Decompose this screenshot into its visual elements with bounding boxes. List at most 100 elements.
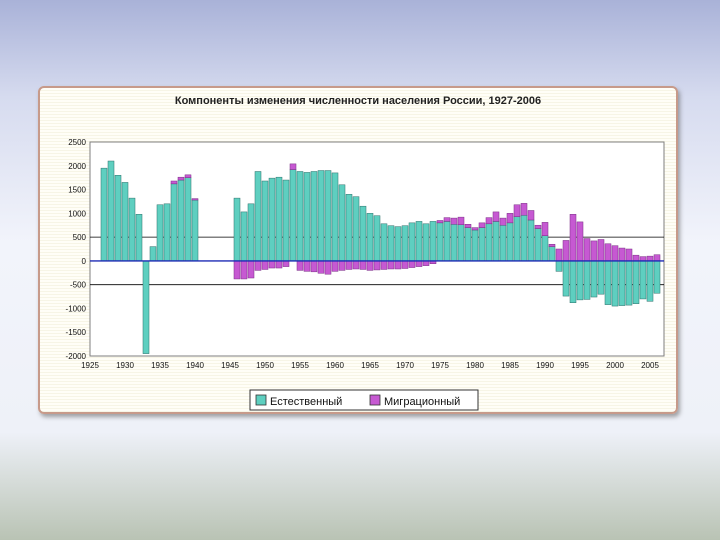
natural-bar xyxy=(590,260,598,298)
migration-bar xyxy=(471,227,479,231)
natural-bar xyxy=(296,171,304,262)
natural-bar xyxy=(534,228,542,262)
natural-bar xyxy=(506,222,514,262)
natural-bar xyxy=(261,180,269,262)
natural-bar xyxy=(121,182,129,262)
migration-bar xyxy=(464,224,472,228)
x-tick-label: 1955 xyxy=(291,361,309,370)
x-tick-label: 1990 xyxy=(536,361,554,370)
natural-bar xyxy=(401,225,409,262)
x-tick-label: 1960 xyxy=(326,361,344,370)
y-tick-label: 2500 xyxy=(68,138,86,147)
natural-bar xyxy=(618,260,626,306)
x-tick-label: 1985 xyxy=(501,361,519,370)
migration-bar xyxy=(513,204,521,217)
natural-bar xyxy=(387,225,395,262)
x-tick-label: 1965 xyxy=(361,361,379,370)
natural-bar xyxy=(583,260,591,300)
natural-bar xyxy=(373,215,381,262)
migration-bar xyxy=(247,260,255,279)
migration-bar xyxy=(240,260,248,280)
y-tick-label: -1500 xyxy=(66,328,87,337)
natural-bar xyxy=(254,171,262,262)
natural-bar xyxy=(527,219,535,262)
legend-swatch-migration xyxy=(369,394,381,406)
migration-bar xyxy=(289,163,297,170)
natural-bar xyxy=(541,235,549,262)
natural-bar xyxy=(268,177,276,262)
natural-bar xyxy=(457,224,465,262)
natural-bar xyxy=(352,196,360,262)
migration-bar xyxy=(534,224,542,229)
migration-bar xyxy=(541,222,549,236)
migration-bar xyxy=(443,217,451,222)
migration-bar xyxy=(191,198,199,201)
natural-bar xyxy=(107,160,115,262)
migration-bar xyxy=(352,260,360,270)
migration-bar xyxy=(282,260,290,267)
natural-bar xyxy=(345,194,353,262)
natural-bar xyxy=(275,176,283,262)
natural-bar xyxy=(135,214,143,262)
migration-bar xyxy=(380,260,388,270)
migration-bar xyxy=(646,255,654,262)
natural-bar xyxy=(100,167,108,262)
legend: Естественный Миграционный xyxy=(249,389,479,411)
x-tick-label: 1925 xyxy=(81,361,99,370)
natural-bar xyxy=(114,175,122,262)
x-tick-label: 1950 xyxy=(256,361,274,370)
natural-bar xyxy=(338,184,346,262)
natural-bar xyxy=(485,223,493,262)
x-tick-label: 1995 xyxy=(571,361,589,370)
chart-canvas: Компоненты изменения численности населен… xyxy=(66,95,665,411)
natural-bar xyxy=(191,199,199,262)
natural-bar xyxy=(156,204,164,262)
natural-bar xyxy=(499,224,507,262)
natural-bar xyxy=(653,260,661,294)
natural-bar xyxy=(324,170,332,262)
natural-bar xyxy=(247,203,255,262)
natural-bar xyxy=(555,260,563,272)
migration-bar xyxy=(590,240,598,262)
x-tick-label: 1975 xyxy=(431,361,449,370)
migration-bar xyxy=(373,260,381,271)
migration-bar xyxy=(450,217,458,225)
natural-bar xyxy=(492,221,500,262)
migration-bar xyxy=(303,260,311,272)
natural-bar xyxy=(604,260,612,305)
migration-bar xyxy=(401,260,409,269)
chart-title: Компоненты изменения численности населен… xyxy=(175,95,541,107)
migration-bar xyxy=(457,216,465,225)
natural-bar xyxy=(359,205,367,262)
migration-bar xyxy=(394,260,402,270)
migration-bar xyxy=(611,245,619,262)
y-tick-label: 0 xyxy=(82,257,87,266)
migration-bar xyxy=(618,247,626,262)
migration-bar xyxy=(422,260,430,266)
migration-bar xyxy=(632,254,640,262)
natural-bar xyxy=(415,221,423,262)
natural-bar xyxy=(576,260,584,301)
migration-bar xyxy=(387,260,395,270)
migration-bar xyxy=(576,221,584,262)
natural-bar xyxy=(520,214,528,262)
natural-bar xyxy=(611,260,619,307)
natural-bar xyxy=(625,260,633,306)
migration-bar xyxy=(254,260,262,271)
natural-bar xyxy=(436,222,444,262)
x-tick-label: 1940 xyxy=(186,361,204,370)
migration-bar xyxy=(331,260,339,272)
natural-bar xyxy=(177,179,185,262)
natural-bar xyxy=(163,203,171,262)
natural-bar xyxy=(639,260,647,300)
migration-bar xyxy=(177,176,185,181)
natural-bar xyxy=(310,171,318,262)
y-tick-label: -2000 xyxy=(66,352,87,361)
migration-bar xyxy=(408,260,416,268)
natural-bar xyxy=(149,246,157,262)
natural-bar xyxy=(303,172,311,262)
migration-bar xyxy=(520,203,528,216)
natural-bar xyxy=(632,260,640,304)
x-tick-label: 2005 xyxy=(641,361,659,370)
natural-bar xyxy=(366,213,374,262)
